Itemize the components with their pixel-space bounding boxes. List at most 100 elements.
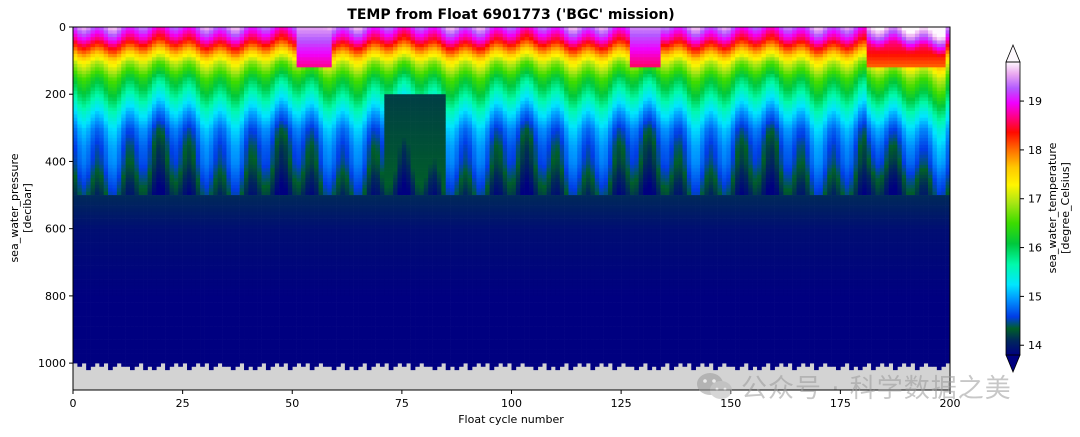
profile-cycle-16 <box>143 27 148 370</box>
profile-cycle-47 <box>279 27 284 367</box>
profile-cycle-94 <box>485 27 490 363</box>
profile-cycle-174 <box>836 27 841 370</box>
profile-cycle-24 <box>178 27 183 367</box>
y-axis-label-line-1: sea_water_pressure <box>8 153 21 262</box>
profile-cycle-158 <box>766 27 771 363</box>
profile-cycle-75 <box>402 27 407 367</box>
profile-cycle-97 <box>498 27 503 363</box>
profile-cycle-60 <box>336 27 341 367</box>
profile-cycle-12 <box>126 27 131 367</box>
profile-cycle-61 <box>340 27 345 363</box>
profile-cycle-59 <box>332 27 337 370</box>
profile-cycle-33 <box>218 27 223 363</box>
profile-cycle-70 <box>380 27 385 367</box>
profile-cycle-14 <box>134 27 139 367</box>
profile-cycle-28 <box>196 27 201 363</box>
profile-cycle-151 <box>735 27 740 370</box>
profile-cycle-196 <box>932 27 937 367</box>
profile-cycle-160 <box>775 27 780 367</box>
profile-cycle-152 <box>740 27 745 367</box>
profile-cycle-37 <box>235 27 240 367</box>
profile-cycle-170 <box>818 27 823 367</box>
profile-cycle-31 <box>209 27 214 370</box>
profile-cycle-45 <box>270 27 275 367</box>
profile-cycle-64 <box>354 27 359 370</box>
profile-cycle-13 <box>130 27 135 370</box>
profile-cycle-140 <box>687 27 692 363</box>
profile-cycle-55 <box>314 27 319 367</box>
profile-cycle-156 <box>757 27 762 370</box>
profile-cycle-133 <box>656 27 661 370</box>
profile-cycle-117 <box>586 27 591 363</box>
profile-cycle-7 <box>104 27 109 363</box>
profile-cycle-5 <box>95 27 100 363</box>
profile-cycle-116 <box>582 27 587 367</box>
profile-cycle-155 <box>753 27 758 367</box>
colorbar-tick-label-4: 18 <box>1028 144 1042 157</box>
y-tick-label-5: 1000 <box>38 357 66 370</box>
profile-cycle-56 <box>319 27 324 363</box>
profile-cycle-177 <box>849 27 854 370</box>
profile-cycle-159 <box>770 27 775 370</box>
profile-cycle-142 <box>696 27 701 367</box>
x-tick-label-2: 50 <box>285 397 299 410</box>
x-tick-label-8: 200 <box>940 397 961 410</box>
profile-cycle-109 <box>551 27 556 367</box>
x-tick-label-7: 175 <box>830 397 851 410</box>
profile-cycle-71 <box>384 27 389 363</box>
profile-cycle-20 <box>161 27 166 363</box>
profile-cycle-154 <box>748 27 753 370</box>
profile-cycle-96 <box>494 27 499 367</box>
profile-cycle-137 <box>674 27 679 367</box>
profile-cycle-65 <box>358 27 363 367</box>
profile-cycle-168 <box>810 27 815 363</box>
profile-cycle-126 <box>626 27 631 367</box>
y-tick-label-2: 400 <box>45 155 66 168</box>
profile-cycle-17 <box>148 27 153 367</box>
profile-cycle-72 <box>389 27 394 370</box>
profile-cycle-90 <box>468 27 473 370</box>
profile-cycle-106 <box>538 27 543 367</box>
profile-cycle-143 <box>700 27 705 363</box>
colorbar-label-line-2: [degree_Celsius] <box>1059 162 1072 254</box>
profile-cycle-119 <box>595 27 600 367</box>
profile-cycle-95 <box>490 27 495 370</box>
profile-cycle-40 <box>248 27 253 367</box>
profile-cycle-123 <box>612 27 617 370</box>
y-axis-label-line-2: [decibar] <box>21 183 34 233</box>
profile-cycle-139 <box>683 27 688 367</box>
profile-cycle-128 <box>634 27 639 370</box>
profile-cycle-99 <box>507 27 512 363</box>
x-tick-label-3: 75 <box>395 397 409 410</box>
profile-cycle-198 <box>941 27 946 367</box>
profile-cycle-27 <box>191 27 196 367</box>
profile-cycle-50 <box>292 27 297 367</box>
colorbar-extend-min <box>1006 355 1020 372</box>
profile-cycle-148 <box>722 27 727 363</box>
profile-cycle-122 <box>608 27 613 363</box>
profile-cycle-102 <box>520 27 525 363</box>
profile-cycle-57 <box>323 27 328 367</box>
profile-cycle-79 <box>419 27 424 363</box>
profile-cycle-186 <box>889 27 894 363</box>
profile-cycle-183 <box>875 27 880 367</box>
profile-cycle-36 <box>231 27 236 370</box>
profile-cycle-125 <box>621 27 626 363</box>
profile-cycle-164 <box>792 27 797 370</box>
profile-cycle-18 <box>152 27 157 370</box>
profile-cycle-144 <box>704 27 709 367</box>
profile-cycle-58 <box>327 27 332 367</box>
profile-cycle-43 <box>262 27 267 363</box>
profile-cycle-25 <box>183 27 188 363</box>
profile-cycle-136 <box>669 27 674 370</box>
profile-cycle-165 <box>797 27 802 367</box>
profile-cycle-100 <box>512 27 517 370</box>
profile-cycle-83 <box>437 27 442 367</box>
profile-cycle-84 <box>441 27 446 363</box>
profile-cycle-178 <box>854 27 859 367</box>
profile-cycle-2 <box>82 27 87 363</box>
profile-cycle-104 <box>529 27 534 367</box>
